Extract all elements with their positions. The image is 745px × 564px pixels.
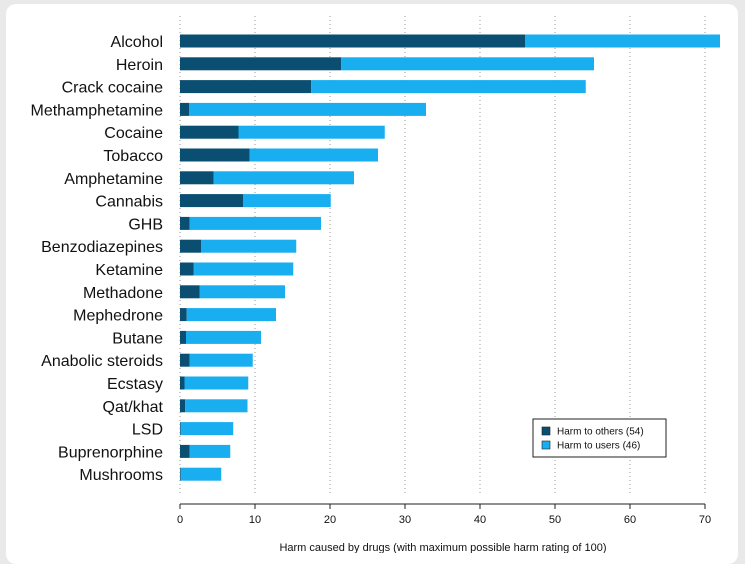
legend-label: Harm to users (46): [557, 441, 640, 452]
bar-harm-to-users: [186, 330, 261, 344]
category-label: LSD: [132, 422, 163, 439]
bar-harm-to-users: [238, 125, 385, 139]
category-labels: Alcohol Heroin Crack cocaine Methamphetamin…: [30, 34, 163, 484]
legend-swatch: [541, 426, 551, 436]
bar-harm-to-others: [180, 57, 342, 71]
category-label: Ecstasy: [107, 376, 163, 393]
x-axis: 0 10 20 30 40 50 60 70: [177, 503, 711, 526]
bar-harm-to-others: [180, 102, 189, 116]
category-label: Mephedrone: [73, 308, 163, 325]
bar-harm-to-others: [180, 444, 190, 458]
bar-harm-to-others: [180, 330, 186, 344]
bar-harm-to-others: [180, 399, 186, 413]
x-tick-label: 50: [549, 514, 561, 526]
bar-harm-to-users: [311, 80, 586, 94]
bar-harm-to-users: [341, 57, 594, 71]
category-label: Alcohol: [111, 34, 163, 51]
x-axis-label: Harm caused by drugs (with maximum possi…: [279, 542, 606, 553]
x-tick-label: 30: [399, 514, 411, 526]
bar-harm-to-users: [185, 399, 248, 413]
bar-harm-to-others: [180, 148, 250, 162]
bar-harm-to-users: [199, 285, 285, 299]
category-label: Benzodiazepines: [41, 239, 163, 256]
category-label: Crack cocaine: [62, 80, 163, 97]
legend-swatch: [541, 440, 551, 450]
bar-harm-to-others: [180, 194, 243, 208]
legend: Harm to others (54) Harm to users (46): [532, 418, 667, 458]
category-label: Methadone: [83, 285, 163, 302]
bar-harm-to-others: [180, 125, 239, 139]
category-label: Cannabis: [95, 194, 163, 211]
x-tick-label: 70: [699, 514, 711, 526]
category-label: Butane: [112, 330, 163, 347]
category-label: Tobacco: [103, 148, 163, 165]
bar-harm-to-users: [243, 194, 331, 208]
category-label: Methamphetamine: [30, 102, 163, 119]
category-label: Anabolic steroids: [41, 353, 163, 370]
x-tick-label: 60: [624, 514, 636, 526]
bar-harm-to-users: [184, 376, 249, 390]
bar-harm-to-others: [180, 239, 201, 253]
legend-label: Harm to others (54): [557, 427, 644, 438]
bar-harm-to-users: [525, 34, 720, 48]
bar-harm-to-others: [180, 34, 525, 48]
bar-harm-to-users: [180, 422, 234, 436]
category-label: Mushrooms: [79, 467, 163, 484]
category-label: Cocaine: [104, 125, 163, 142]
bar-harm-to-users: [201, 239, 297, 253]
category-label: Ketamine: [95, 262, 163, 279]
bar-harm-to-others: [180, 262, 194, 276]
bar-harm-to-users: [189, 353, 253, 367]
category-label: Heroin: [116, 57, 163, 74]
legend-box: [532, 418, 667, 458]
category-label: GHB: [128, 216, 163, 233]
bar-harm-to-others: [180, 353, 190, 367]
x-tick-label: 40: [474, 514, 486, 526]
gridlines: [179, 16, 706, 496]
bar-harm-to-users: [186, 308, 276, 322]
chart-panel: [6, 4, 738, 564]
bar-harm-to-users: [193, 262, 294, 276]
bar-harm-to-others: [180, 285, 200, 299]
bar-harm-to-others: [180, 467, 181, 481]
bar-harm-to-others: [180, 171, 214, 185]
category-label: Amphetamine: [64, 171, 163, 188]
bar-harm-to-users: [180, 467, 222, 481]
x-tick-label: 10: [249, 514, 261, 526]
bar-harm-to-others: [180, 422, 181, 436]
bar-harm-to-users: [213, 171, 354, 185]
bar-harm-to-others: [180, 376, 185, 390]
bar-harm-to-others: [180, 216, 190, 230]
category-label: Buprenorphine: [58, 444, 163, 461]
x-tick-label: 20: [324, 514, 336, 526]
bar-harm-to-users: [189, 216, 321, 230]
bar-harm-to-others: [180, 80, 312, 94]
bars: [180, 34, 720, 481]
bar-harm-to-users: [189, 102, 426, 116]
category-label: Qat/khat: [103, 399, 164, 416]
bar-harm-to-users: [189, 444, 231, 458]
x-tick-label: 0: [177, 514, 183, 526]
bar-harm-to-others: [180, 308, 187, 322]
bar-harm-to-users: [249, 148, 378, 162]
